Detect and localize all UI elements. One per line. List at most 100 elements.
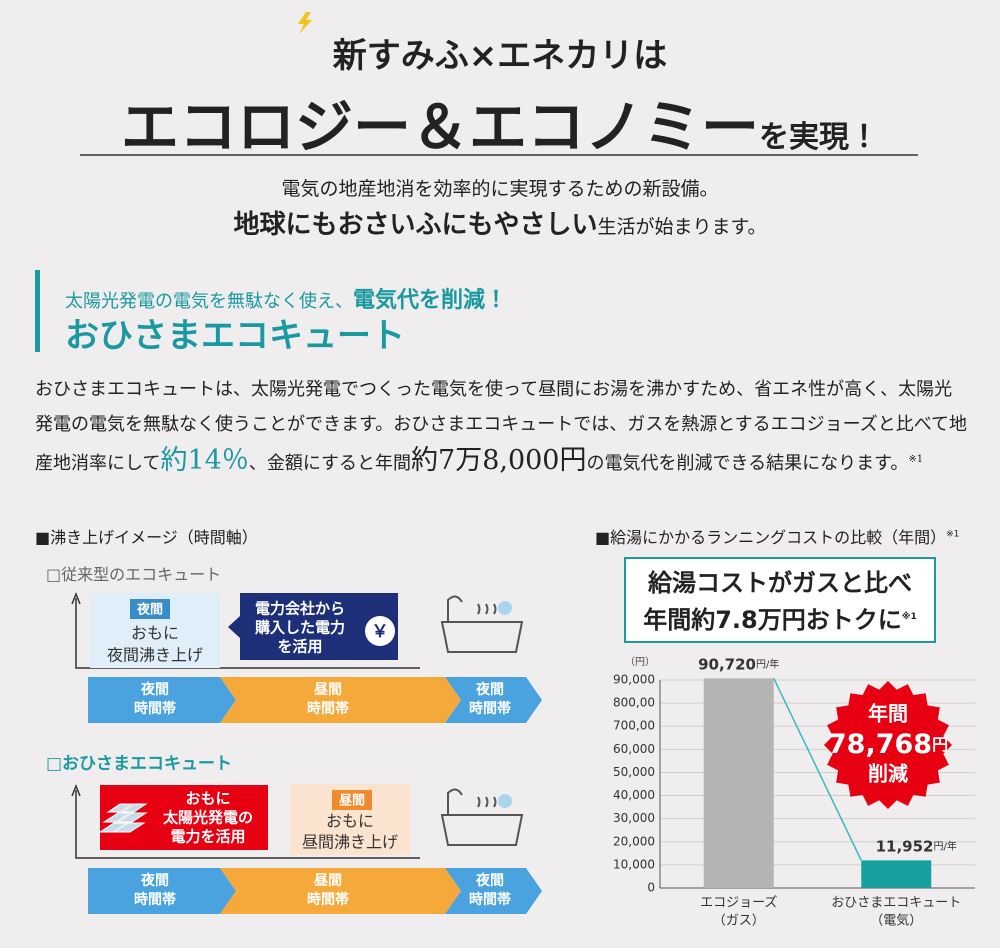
y-tick-label: 800,00 [613, 696, 655, 710]
band-night [88, 868, 236, 914]
callout-line: 年間約7.8万円おトクに※1 [625, 600, 935, 637]
lightning-icon [298, 12, 312, 34]
axis [75, 598, 420, 669]
value-label: 11,952円/年 [876, 837, 957, 855]
chart: （円） 0 10,000 20,000 30,000 40,000 50,000 60,000… [613, 655, 975, 929]
tagline-emphasis: 地球にもおさいふにもやさしい [233, 210, 598, 240]
tagline-1: 電気の地産地消を効率的に実現するための新設備。 [281, 178, 719, 200]
chart-callout: 給湯コストがガスと比べ年間約7.8万円おトクに※1 [625, 566, 935, 637]
badge-bottom: 削減 [868, 762, 908, 786]
y-unit: （円） [625, 656, 655, 668]
solar-label: □おひさまエコキュート [46, 754, 233, 774]
note: ※1 [908, 454, 924, 465]
title-line2: エコロジー＆エコノミーを実現！ [0, 80, 1000, 164]
callout-text: 年間約7.8万円おトクに [643, 606, 902, 634]
bar [861, 860, 932, 888]
axis-arrow [71, 783, 81, 797]
callout-text: 購入した電力 [254, 619, 345, 637]
band-night [445, 868, 542, 914]
band-label: 夜間 [475, 681, 504, 698]
badge-amount: 78,768円 [828, 729, 948, 760]
y-tick-label: 30,000 [613, 811, 655, 825]
section-bar [35, 270, 40, 352]
lead-emphasis: 電気代を削減！ [353, 288, 508, 313]
badge-unit: 円 [932, 735, 948, 754]
title-suffix: を実現！ [759, 120, 879, 155]
value-label: 90,720円/年 [698, 655, 779, 673]
axis-arrow [71, 591, 81, 605]
callout-text: おもに [185, 790, 230, 808]
y-tick-label: 0 [647, 881, 655, 895]
conventional-label: □従来型のエコキュート [46, 565, 222, 584]
solar-diagram [71, 783, 524, 859]
y-tick-label: 700,00 [613, 719, 655, 733]
value-label-text: 11,952 [876, 837, 934, 855]
steam [498, 794, 512, 808]
lead: 太陽光発電の電気を無駄なく使え、 [65, 291, 353, 312]
value-unit: 円/年 [934, 839, 957, 852]
callout-text: 電力を活用 [170, 828, 245, 846]
y-tick-label: 50,000 [613, 765, 655, 779]
band-day [220, 868, 461, 914]
tag-label: 夜間 [136, 602, 163, 618]
conventional-diagram [71, 591, 524, 669]
tag [130, 599, 170, 619]
callout-text: 太陽光発電の [162, 809, 253, 827]
band-night [88, 677, 236, 723]
highlight: 約14％ [160, 445, 249, 476]
time-band-bottom [88, 868, 542, 914]
connector [773, 678, 862, 861]
value-unit: 円/年 [756, 657, 779, 670]
y-tick-label: 90,000 [613, 673, 655, 687]
tagline-rest: 生活が始まります。 [597, 216, 767, 238]
x-tick-note: （ガス） [713, 914, 765, 929]
y-tick-label: 10,000 [613, 857, 655, 871]
yen-circle [365, 616, 395, 646]
badge-top: 年間 [868, 702, 908, 726]
steam [498, 601, 512, 615]
x-tick-label: おひさまエコキュート [831, 896, 961, 911]
x-tick-label: エコジョーズ [700, 895, 777, 911]
tagline-2: 地球にもおさいふにもやさしい生活が始まります。 [0, 204, 1000, 241]
chart-title-text: ■給湯にかかるランニングコストの比較（年間） [595, 528, 947, 547]
text: の電気代を削減できる結果になります。 [586, 453, 909, 474]
band-label: 時間帯 [307, 891, 349, 908]
band-label: 時間帯 [134, 700, 176, 717]
callout [228, 593, 398, 660]
box-text: おもに [326, 812, 374, 831]
band-label: 時間帯 [134, 891, 176, 908]
band-day [220, 677, 461, 723]
box-text: 夜間沸き上げ [107, 646, 203, 665]
band-label: 時間帯 [307, 700, 349, 717]
band-label: 時間帯 [469, 700, 511, 717]
callout [100, 785, 268, 850]
value-label-text: 90,720 [698, 655, 756, 673]
band-label: 昼間 [314, 873, 342, 889]
text: 、金額にすると年間 [248, 453, 412, 474]
box-text: おもに [131, 624, 179, 643]
highlight: 約7万8,000円 [411, 445, 587, 476]
text: おひさまエコキュートは、太陽光発電でつくった電気を使って昼間にお湯を沸かすため、… [35, 379, 968, 474]
tag [332, 790, 372, 810]
band-label: 昼間 [314, 682, 342, 698]
body-text: おひさまエコキュートは、太陽光発電でつくった電気を使って昼間にお湯を沸かすため、… [35, 372, 970, 481]
band-label: 夜間 [475, 872, 504, 889]
note: ※1 [901, 612, 917, 622]
savings-badge [824, 681, 952, 809]
y-tick-label: 40,000 [613, 788, 655, 802]
band-label: 夜間 [140, 681, 169, 698]
callout-line: 給湯コストがガスと比べ [648, 569, 912, 597]
section-title: おひさまエコキュート [65, 316, 405, 356]
bath-icon [440, 595, 524, 653]
section-lead: 太陽光発電の電気を無駄なく使え、電気代を削減！ [65, 282, 507, 314]
bar [703, 678, 774, 888]
panel-icon [98, 803, 148, 833]
title-main: エコロジー＆エコノミー [120, 93, 759, 161]
y-tick-label: 20,000 [613, 834, 655, 848]
chart-callout-box [624, 557, 936, 643]
callout-text: 電力会社から [255, 600, 345, 618]
band-night [445, 677, 542, 723]
y-tick-label: 60,000 [613, 742, 655, 756]
bath-icon [440, 788, 524, 846]
